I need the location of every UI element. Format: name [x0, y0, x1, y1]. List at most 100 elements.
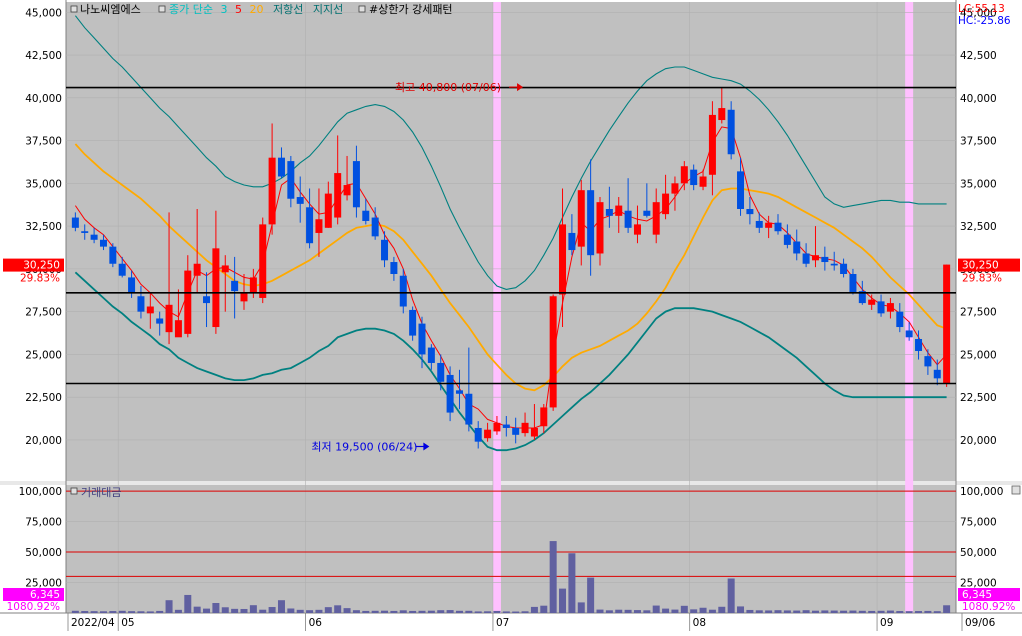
candle-79[interactable] [811, 226, 819, 268]
candle-25[interactable] [306, 188, 314, 249]
candle-70[interactable] [727, 101, 735, 160]
candle-0[interactable] [71, 212, 79, 232]
candle-72[interactable] [746, 197, 754, 225]
candle-60[interactable] [633, 205, 641, 244]
candle-71[interactable] [737, 157, 745, 216]
candle-63[interactable] [662, 174, 670, 220]
candle-35[interactable] [399, 268, 407, 314]
legend-checkbox-pattern[interactable] [358, 5, 366, 13]
candle-81[interactable] [830, 251, 838, 271]
candle-43[interactable] [474, 421, 482, 449]
candle-8[interactable] [146, 292, 154, 329]
price-plot-area[interactable] [66, 2, 956, 481]
candle-7[interactable] [137, 285, 145, 319]
candle-78[interactable] [802, 243, 810, 268]
candle-69[interactable] [718, 87, 726, 124]
candle-57[interactable] [605, 186, 613, 228]
candle-22[interactable] [277, 147, 285, 179]
candle-61[interactable] [643, 183, 651, 218]
candle-54[interactable] [577, 179, 585, 266]
candle-16[interactable] [221, 255, 229, 312]
candle-33[interactable] [381, 231, 389, 268]
candle-14[interactable] [203, 272, 211, 328]
candle-5[interactable] [118, 256, 126, 278]
candle-30[interactable] [352, 145, 360, 218]
candle-12[interactable] [184, 255, 192, 338]
candle-4[interactable] [109, 243, 117, 268]
candle-45[interactable] [493, 415, 501, 435]
candle-52[interactable] [559, 188, 567, 328]
candle-10[interactable] [165, 212, 173, 345]
panel-divider[interactable] [0, 481, 1022, 485]
candle-42[interactable] [465, 347, 473, 432]
candle-90[interactable] [915, 330, 923, 360]
candle-1[interactable] [81, 224, 89, 240]
candle-88[interactable] [896, 303, 904, 333]
legend-checkbox-ma[interactable] [158, 5, 166, 13]
candle-58[interactable] [615, 197, 623, 233]
candle-20[interactable] [259, 217, 267, 304]
candle-21[interactable] [268, 123, 276, 235]
candle-41[interactable] [455, 369, 463, 410]
candle-92[interactable] [933, 359, 941, 386]
candle-74[interactable] [765, 215, 773, 239]
candle-83[interactable] [849, 268, 857, 295]
candle-36[interactable] [409, 306, 417, 341]
candle-68[interactable] [708, 101, 716, 196]
candle-44[interactable] [484, 422, 492, 442]
candle-9[interactable] [156, 311, 164, 336]
candle-18[interactable] [240, 274, 248, 310]
candle-77[interactable] [793, 229, 801, 261]
candle-23[interactable] [287, 155, 295, 208]
candle-76[interactable] [783, 224, 791, 249]
candle-89[interactable] [905, 321, 913, 341]
candle-24[interactable] [296, 176, 304, 223]
candle-93[interactable] [943, 264, 951, 387]
candle-28[interactable] [334, 135, 342, 225]
panel-scroll-button[interactable] [1011, 485, 1021, 495]
candle-59[interactable] [624, 178, 632, 233]
candle-13[interactable] [193, 208, 201, 293]
candle-80[interactable] [821, 246, 829, 271]
candle-46[interactable] [502, 415, 510, 437]
candle-75[interactable] [774, 214, 782, 235]
candle-39[interactable] [437, 354, 445, 391]
candle-49[interactable] [530, 404, 538, 440]
candle-40[interactable] [446, 366, 454, 422]
candle-50[interactable] [540, 404, 548, 434]
candle-65[interactable] [680, 161, 688, 191]
candle-66[interactable] [690, 164, 698, 191]
candle-53[interactable] [568, 214, 576, 256]
candle-82[interactable] [840, 258, 848, 278]
candle-38[interactable] [427, 344, 435, 370]
candle-48[interactable] [521, 412, 529, 437]
candle-47[interactable] [512, 417, 520, 444]
candle-64[interactable] [671, 176, 679, 211]
candle-29[interactable] [343, 155, 351, 201]
volume-bar-34 [390, 610, 398, 613]
candle-62[interactable] [652, 188, 660, 244]
candle-17[interactable] [231, 256, 239, 319]
legend-checkbox-stock[interactable] [70, 5, 78, 13]
candle-31[interactable] [362, 198, 370, 225]
candle-37[interactable] [418, 316, 426, 369]
candle-27[interactable] [324, 181, 332, 228]
candle-55[interactable] [587, 159, 595, 276]
candle-2[interactable] [90, 227, 98, 244]
legend-checkbox-volume[interactable] [70, 487, 78, 495]
candle-67[interactable] [699, 169, 707, 191]
candle-11[interactable] [174, 289, 182, 338]
volume-plot-area[interactable] [66, 485, 956, 613]
candle-86[interactable] [877, 294, 885, 317]
candle-26[interactable] [315, 188, 323, 257]
candle-51[interactable] [549, 294, 557, 411]
candle-34[interactable] [390, 256, 398, 281]
candle-91[interactable] [924, 349, 932, 375]
candle-15[interactable] [212, 210, 220, 334]
candle-32[interactable] [371, 207, 379, 240]
candle-3[interactable] [99, 234, 107, 251]
candle-87[interactable] [886, 297, 894, 319]
candle-73[interactable] [755, 212, 763, 233]
candle-85[interactable] [868, 294, 876, 310]
candle-56[interactable] [596, 197, 604, 266]
